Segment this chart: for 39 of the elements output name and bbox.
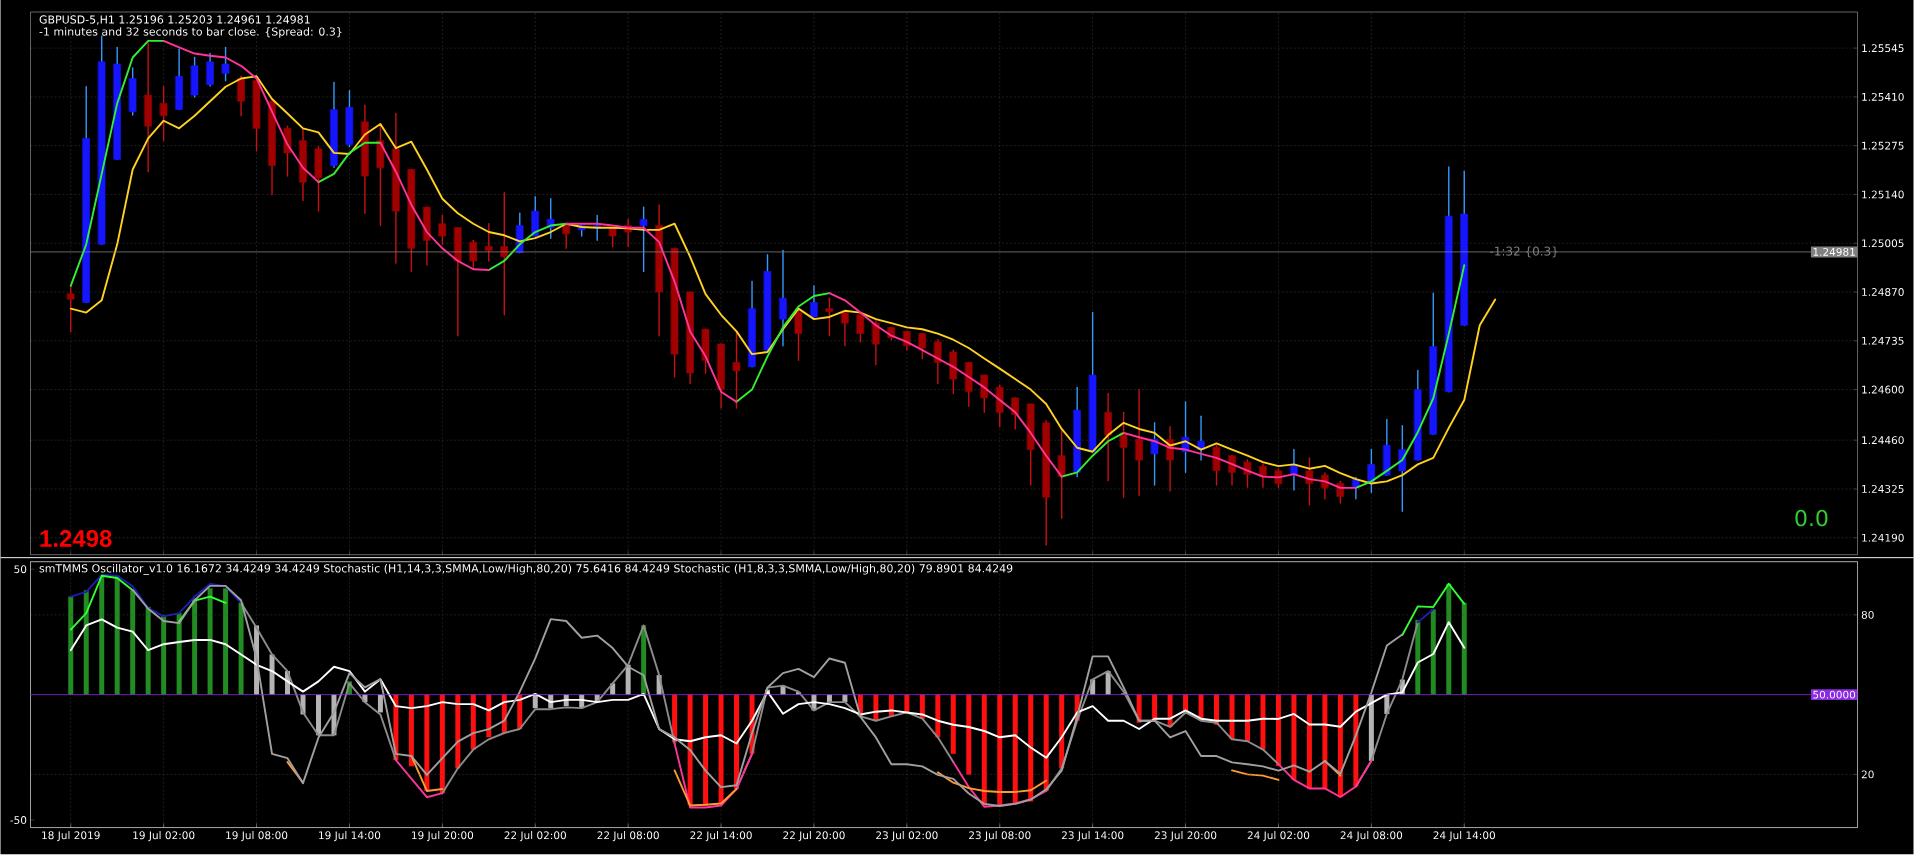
- y-tick-label: -50: [10, 816, 27, 825]
- x-tick-label: 23 Jul 08:00: [969, 831, 1031, 842]
- ref-line-label: 50.0000: [1813, 690, 1856, 699]
- ref-line-label: 1.24981: [1813, 248, 1855, 257]
- x-tick-label: 24 Jul 02:00: [1247, 831, 1310, 842]
- chart-title: GBPUSD-5,H1 1.25196 1.25203 1.24961 1.24981: [39, 15, 310, 25]
- text: 0.0: [1795, 509, 1828, 527]
- x-tick-label: 24 Jul 14:00: [1433, 831, 1495, 842]
- y-tick-label: 1.25140: [1862, 190, 1904, 199]
- y-tick-label: 1.24325: [1862, 485, 1904, 494]
- x-tick-label: 24 Jul 08:00: [1340, 831, 1403, 842]
- x-tick-label: 19 Jul 14:00: [319, 831, 381, 842]
- x-tick-label: 22 Jul 08:00: [597, 831, 659, 842]
- y-tick-label: 50: [14, 565, 27, 574]
- y-tick-label: 1.24190: [1862, 533, 1904, 542]
- x-tick-label: 22 Jul 20:00: [783, 831, 845, 842]
- text: -1 minutes and 32 seconds to bar close. {Spread: 0.3}: [39, 27, 342, 39]
- x-tick-label: 23 Jul 02:00: [876, 831, 938, 842]
- y-tick-label: 1.25410: [1862, 93, 1904, 102]
- x-tick-label: 19 Jul 02:00: [133, 831, 195, 842]
- y-tick-label: 1.24735: [1862, 337, 1904, 345]
- annotation: -1:32 {0.3}: [1490, 246, 1558, 258]
- annotation: 1.2498: [40, 530, 112, 548]
- x-tick-label: 23 Jul 14:00: [1061, 831, 1124, 842]
- y-tick-label: 1.25545: [1862, 44, 1904, 53]
- y-tick-label: 1.25005: [1862, 239, 1904, 248]
- x-tick-label: 19 Jul 08:00: [226, 831, 288, 842]
- chart-title: smTMMS Oscillator_v1.0 16.1672 34.4249 34.4249 Stochastic (H1,14,3,3,SMMA,Low/High,80,20) 75.6416 84.4249 Stochastic (H1,8,3,3,SMMA,Low/High,80,20) 79.8901 84.4249: [39, 564, 1013, 576]
- x-tick-label: 22 Jul 14:00: [690, 831, 752, 842]
- x-tick-label: 22 Jul 02:00: [504, 831, 566, 842]
- x-tick-label: 18 Jul 2019: [42, 831, 100, 842]
- y-tick-label: 1.25275: [1862, 141, 1904, 150]
- x-tick-label: 23 Jul 20:00: [1154, 831, 1217, 842]
- x-tick-label: 19 Jul 20:00: [412, 831, 474, 842]
- y-tick-label: 20: [1861, 770, 1874, 779]
- y-tick-label: 1.24460: [1862, 436, 1904, 445]
- y-tick-label: 1.24600: [1862, 385, 1904, 394]
- y-tick-label: 1.24870: [1862, 288, 1904, 297]
- y-tick-label: 80: [1861, 611, 1874, 620]
